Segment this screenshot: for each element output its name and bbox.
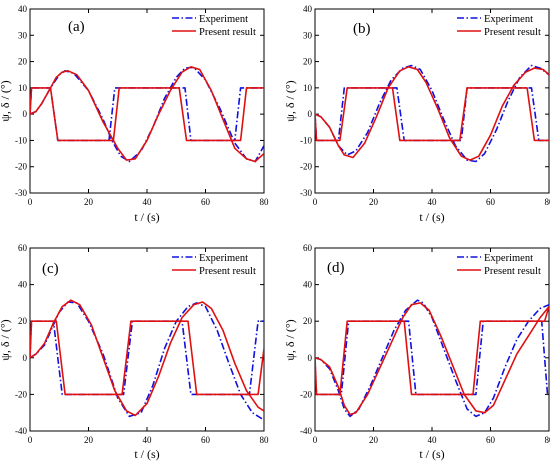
legend-label-experiment: Experiment (484, 14, 533, 25)
series-line-experiment-rudder (30, 320, 264, 396)
x-tick-label: 40 (143, 197, 153, 207)
y-tick-label: 30 (18, 30, 28, 40)
y-axis-title: ψ, δ / (°) (0, 80, 12, 121)
legend: Experiment Present result (457, 14, 541, 38)
chart-panel-1: 0 20 40 60 80 -30 -20 -10 0 10 20 30 40 (b) Experiment… (283, 4, 550, 224)
x-tick-label: 0 (28, 197, 33, 207)
x-tick-label: 80 (545, 435, 550, 445)
x-tick-label: 20 (369, 435, 379, 445)
legend-label-present-result: Present result (484, 266, 541, 277)
panel-label: (d) (327, 260, 345, 276)
x-tick-label: 0 (28, 435, 33, 445)
x-tick-label: 20 (84, 435, 94, 445)
y-tick-label: 0 (308, 109, 313, 119)
y-tick-label: 0 (23, 353, 28, 363)
x-tick-label: 80 (260, 197, 270, 207)
legend-label-present-result: Present result (199, 27, 256, 38)
y-tick-label: 30 (303, 30, 313, 40)
series-line-present-result-heading (315, 66, 549, 161)
legend-label-experiment: Experiment (484, 253, 533, 264)
x-axis-title: t / (s) (134, 447, 159, 461)
y-tick-label: 10 (18, 83, 28, 93)
y-axis-title: ψ, δ / (°) (283, 319, 297, 360)
chart-panel-2: 0 20 40 60 80 -40 -20 0 20 40 60 (c) Experiment Prese… (0, 243, 269, 461)
legend: Experiment Present result (172, 253, 256, 277)
x-tick-label: 40 (428, 435, 438, 445)
y-tick-label: 20 (18, 57, 28, 67)
y-tick-label: 20 (303, 316, 313, 326)
x-tick-label: 0 (313, 435, 318, 445)
chart-panel-0: 0 20 40 60 80 -30 -20 -10 0 10 20 30 40 (a) Experiment… (0, 4, 269, 224)
chart-panel-3: 0 20 40 60 80 -40 -20 0 20 40 60 (d) Experiment Prese… (283, 243, 550, 461)
y-tick-label: -20 (15, 389, 27, 399)
legend: Experiment Present result (457, 253, 541, 277)
x-tick-label: 80 (545, 197, 550, 207)
x-tick-label: 40 (143, 435, 153, 445)
legend-label-present-result: Present result (199, 266, 256, 277)
x-tick-label: 60 (486, 435, 496, 445)
y-tick-label: 40 (303, 280, 313, 290)
y-tick-label: -40 (15, 426, 27, 436)
y-tick-label: -20 (15, 162, 27, 172)
x-tick-label: 60 (201, 435, 211, 445)
y-tick-label: -40 (300, 426, 312, 436)
series-line-present-result-heading (30, 66, 264, 163)
y-tick-label: 10 (303, 83, 313, 93)
y-tick-label: 0 (23, 109, 28, 119)
series-line-experiment-heading (315, 64, 549, 163)
x-axis-title: t / (s) (134, 210, 159, 224)
y-tick-label: -30 (15, 188, 27, 198)
series-line-experiment-rudder (315, 320, 549, 396)
panel-label: (c) (42, 261, 59, 277)
x-axis-title: t / (s) (419, 447, 444, 461)
y-tick-label: 60 (303, 243, 313, 253)
x-tick-label: 20 (369, 197, 379, 207)
x-tick-label: 40 (428, 197, 438, 207)
y-tick-label: -20 (300, 162, 312, 172)
panel-label: (b) (353, 21, 371, 37)
y-tick-label: 40 (303, 4, 313, 14)
y-tick-label: -30 (300, 188, 312, 198)
series-line-present-result-rudder (30, 320, 264, 396)
y-axis-title: ψ, δ / (°) (0, 319, 12, 360)
y-tick-label: 40 (18, 4, 28, 14)
y-tick-label: -10 (300, 135, 312, 145)
legend-label-experiment: Experiment (199, 253, 248, 264)
legend: Experiment Present result (172, 14, 256, 38)
series-line-present-result-heading (315, 302, 549, 416)
x-tick-label: 60 (486, 197, 496, 207)
panel-label: (a) (68, 19, 85, 35)
series-line-present-result-heading (30, 299, 264, 417)
y-tick-label: 20 (18, 316, 28, 326)
y-tick-label: 60 (18, 243, 28, 253)
x-tick-label: 20 (84, 197, 94, 207)
x-axis-title: t / (s) (419, 210, 444, 224)
legend-label-present-result: Present result (484, 27, 541, 38)
x-tick-label: 0 (313, 197, 318, 207)
series-line-present-result-rudder (315, 87, 549, 142)
y-tick-label: 0 (308, 353, 313, 363)
y-tick-label: 20 (303, 57, 313, 67)
x-tick-label: 80 (260, 435, 270, 445)
legend-label-experiment: Experiment (199, 14, 248, 25)
y-tick-label: -20 (300, 389, 312, 399)
series-line-experiment-heading (30, 66, 264, 163)
y-axis-title: ψ, δ / (°) (283, 80, 297, 121)
y-tick-label: -10 (15, 135, 27, 145)
series-line-present-result-rudder (30, 87, 264, 142)
series-line-present-result-rudder (315, 306, 549, 396)
x-tick-label: 60 (201, 197, 211, 207)
y-tick-label: 40 (18, 280, 28, 290)
